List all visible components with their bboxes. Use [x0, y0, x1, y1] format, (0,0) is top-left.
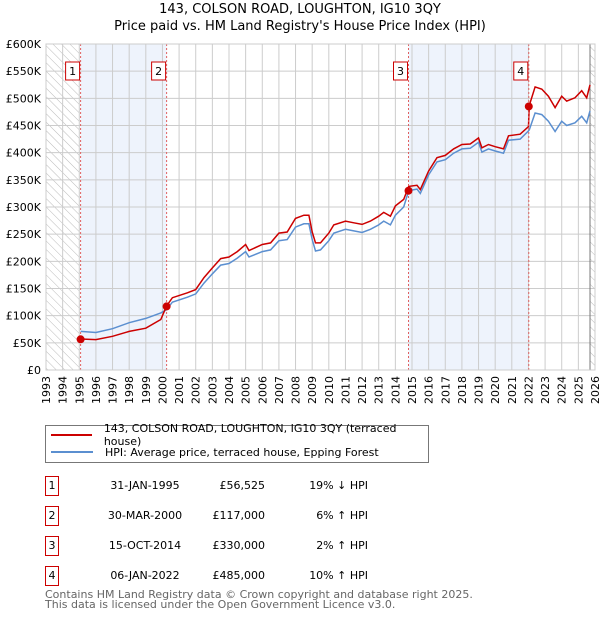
sale-point — [524, 102, 533, 111]
price-chart: 1 2 3 4 1993 1994 1995 1996 1997 1998 1999 2000 2001… — [6, 38, 600, 404]
sale-date: 31-JAN-1995 — [110, 479, 180, 492]
x-tick-label: 2015 — [406, 376, 419, 404]
x-tick-label: 2008 — [290, 376, 303, 404]
x-tick-label: 2024 — [556, 376, 569, 404]
table-row: 3 15-OCT-2014 £330,000 2% ↑ HPI — [45, 536, 385, 556]
sale-date: 06-JAN-2022 — [110, 569, 180, 582]
x-tick-label: 2022 — [522, 376, 535, 404]
sale-label: 3 — [397, 65, 404, 78]
y-tick-label: £400K — [6, 147, 42, 160]
y-tick-label: £100K — [6, 310, 42, 323]
hpi-line — [80, 110, 591, 334]
price-paid-line — [80, 84, 591, 341]
y-tick-label: £250K — [6, 228, 42, 241]
x-tick-label: 2017 — [439, 376, 452, 404]
legend-label: HPI: Average price, terraced house, Eppi… — [105, 445, 379, 459]
x-tick-label: 2019 — [473, 376, 486, 404]
y-tick-label: £300K — [6, 201, 42, 214]
legend-label: 143, COLSON ROAD, LOUGHTON, IG10 3QY (te… — [103, 422, 397, 448]
table-row: 4 06-JAN-2022 £485,000 10% ↑ HPI — [45, 566, 385, 586]
x-tick-label: 1993 — [40, 376, 53, 404]
sale-point — [76, 335, 85, 344]
y-tick-label: £0 — [27, 364, 41, 377]
x-tick-label: 2005 — [240, 376, 253, 404]
x-tick-label: 2025 — [572, 376, 585, 404]
sale-hpi-diff: 2% ↑ HPI — [316, 539, 368, 552]
x-tick-label: 2021 — [506, 376, 519, 404]
sale-hpi-diff: 6% ↑ HPI — [316, 509, 368, 522]
y-tick-label: £450K — [6, 120, 42, 133]
y-tick-label: £200K — [6, 255, 42, 268]
table-row: 2 30-MAR-2000 £117,000 6% ↑ HPI — [45, 506, 385, 526]
x-tick-label: 2001 — [173, 376, 186, 404]
x-tick-label: 2026 — [589, 376, 600, 404]
y-tick-label: £150K — [6, 283, 42, 296]
sale-label-box — [65, 61, 81, 81]
sale-number-badge: 3 — [45, 536, 59, 556]
x-tick-label: 2007 — [273, 376, 286, 404]
sale-label: 2 — [155, 65, 162, 78]
footer-licence: This data is licensed under the Open Gov… — [45, 598, 396, 611]
footer-copyright: Contains HM Land Registry data © Crown c… — [45, 588, 473, 601]
sale-label-box — [513, 61, 529, 81]
sale-number-badge: 2 — [45, 506, 59, 526]
sale-label: 4 — [517, 65, 524, 78]
x-tick-label: 2020 — [489, 376, 502, 404]
x-tick-label: 2010 — [323, 376, 336, 404]
y-tick-label: £350K — [6, 174, 42, 187]
x-tick-label: 1995 — [73, 376, 86, 404]
x-tick-label: 1998 — [123, 376, 136, 404]
x-tick-label: 2013 — [373, 376, 386, 404]
x-tick-label: 1999 — [140, 376, 153, 404]
footer-attribution: Contains HM Land Registry data © Crown c… — [45, 588, 473, 611]
y-tick-label: £500K — [6, 92, 42, 105]
sale-label: 1 — [69, 65, 76, 78]
x-tick-label: 2016 — [423, 376, 436, 404]
chart-title: 143, COLSON ROAD, LOUGHTON, IG10 3QY — [159, 2, 441, 17]
plot-border — [45, 43, 596, 371]
x-tick-label: 2004 — [223, 376, 236, 404]
legend-swatch-red — [51, 434, 92, 436]
sale-number-badge: 4 — [45, 566, 59, 586]
x-tick-label: 2000 — [156, 376, 169, 404]
x-tick-label: 1997 — [107, 376, 120, 404]
sale-price: £485,000 — [212, 569, 266, 582]
x-tick-label: 2023 — [539, 376, 552, 404]
sale-hpi-diff: 10% ↑ HPI — [309, 569, 368, 582]
sale-date: 15-OCT-2014 — [108, 539, 182, 552]
table-row: 1 31-JAN-1995 £56,525 19% ↓ HPI — [45, 476, 385, 496]
x-tick-label: 2006 — [256, 376, 269, 404]
legend-item-hpi: HPI: Average price, terraced house, Eppi… — [46, 444, 379, 460]
sale-point — [162, 302, 171, 311]
legend: 143, COLSON ROAD, LOUGHTON, IG10 3QY (te… — [45, 422, 429, 463]
legend-swatch-blue — [51, 451, 93, 453]
sale-number-badge: 1 — [45, 476, 59, 496]
y-tick-label: £550K — [6, 65, 42, 78]
x-tick-label: 2018 — [456, 376, 469, 404]
y-tick-label: £600K — [6, 38, 42, 51]
sale-hpi-diff: 19% ↓ HPI — [309, 479, 368, 492]
y-tick-label: £50K — [13, 337, 42, 350]
sale-price: £117,000 — [212, 509, 266, 522]
x-tick-label: 1996 — [90, 376, 103, 404]
x-tick-label: 2012 — [356, 376, 369, 404]
sale-label-box — [151, 61, 167, 81]
legend-item-property: 143, COLSON ROAD, LOUGHTON, IG10 3QY (te… — [46, 422, 428, 448]
x-tick-label: 2011 — [339, 376, 352, 404]
x-tick-label: 2002 — [190, 376, 203, 404]
x-tick-label: 2003 — [206, 376, 219, 404]
sale-label-box — [393, 61, 409, 81]
sale-date: 30-MAR-2000 — [107, 509, 183, 522]
sale-price: £330,000 — [212, 539, 266, 552]
x-tick-label: 2009 — [306, 376, 319, 404]
x-tick-label: 1994 — [57, 376, 70, 404]
x-tick-label: 2014 — [389, 376, 402, 404]
sale-point — [404, 186, 413, 195]
chart-subtitle: Price paid vs. HM Land Registry's House … — [114, 19, 486, 34]
sale-price: £56,525 — [219, 479, 266, 492]
